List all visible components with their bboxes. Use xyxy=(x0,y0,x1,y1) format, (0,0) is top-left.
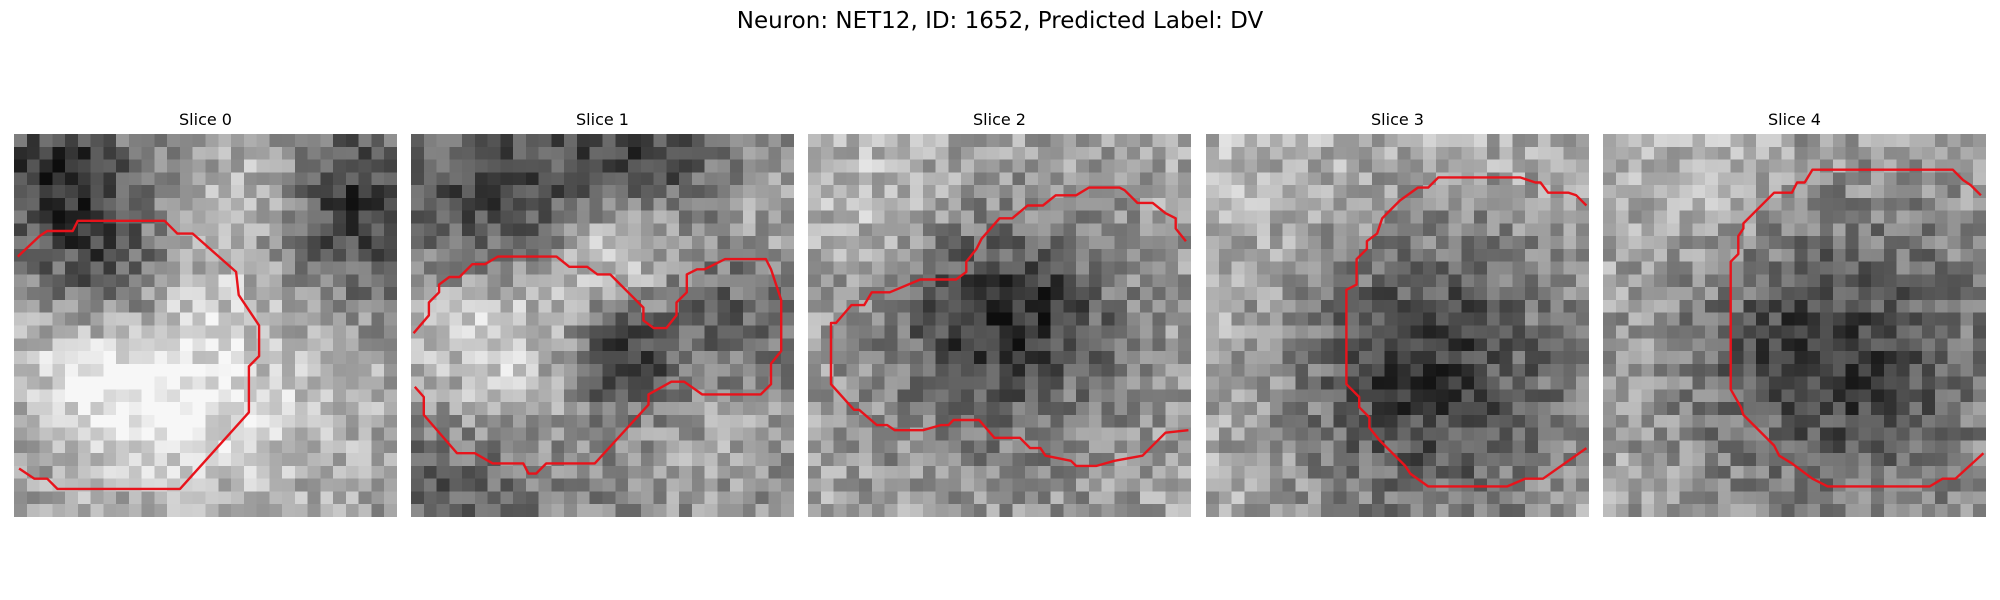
microscopy-slice-image-2 xyxy=(808,134,1191,517)
microscopy-slice-image-0 xyxy=(14,134,397,517)
segmentation-contour xyxy=(412,255,783,475)
segmentation-contour xyxy=(1729,168,1985,488)
pixel-grid xyxy=(808,134,1191,517)
pixel-grid xyxy=(1603,134,1986,517)
slice-title-3: Slice 3 xyxy=(1371,110,1424,129)
pixel-grid xyxy=(1206,134,1589,517)
segmentation-contour xyxy=(1345,176,1588,488)
pixel-grid xyxy=(14,134,397,517)
slice-title-4: Slice 4 xyxy=(1768,110,1821,129)
slice-title-1: Slice 1 xyxy=(576,110,629,129)
segmentation-contour xyxy=(16,219,261,491)
microscopy-slice-image-4 xyxy=(1603,134,1986,517)
microscopy-slice-image-3 xyxy=(1206,134,1589,517)
segmentation-contour xyxy=(829,186,1189,468)
microscopy-slice-image-1 xyxy=(411,134,794,517)
slice-title-2: Slice 2 xyxy=(973,110,1026,129)
slice-title-0: Slice 0 xyxy=(179,110,232,129)
pixel-grid xyxy=(411,134,794,517)
figure-title: Neuron: NET12, ID: 1652, Predicted Label… xyxy=(736,8,1264,34)
